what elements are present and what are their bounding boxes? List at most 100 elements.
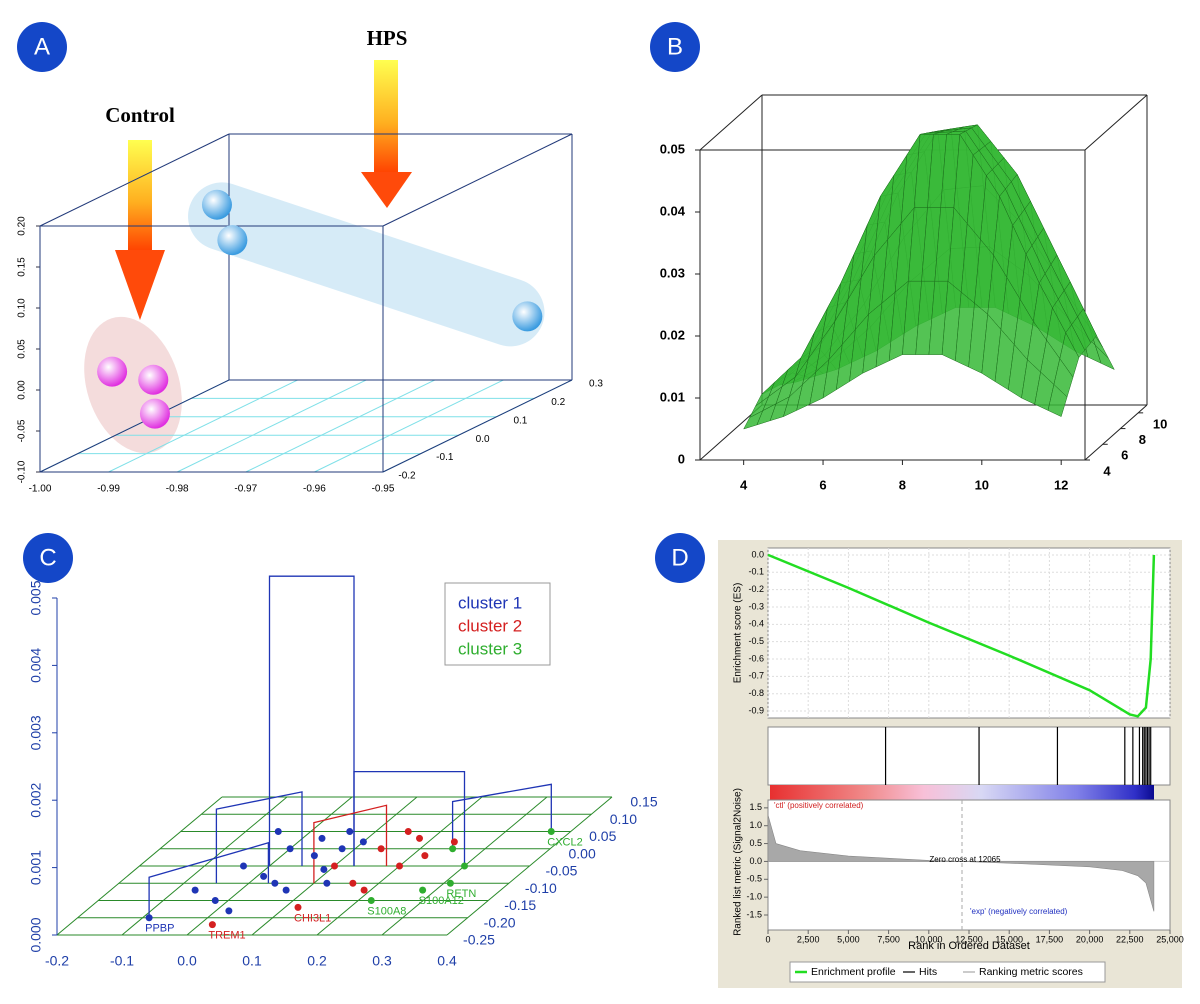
data-point xyxy=(225,907,233,915)
z-tick-label: 0.20 xyxy=(17,216,28,236)
dendrogram-link xyxy=(148,841,270,918)
y-tick-label: 4 xyxy=(1103,463,1111,478)
z-tick-label: 0.003 xyxy=(28,715,44,750)
z-tick-label: 0.03 xyxy=(660,265,685,280)
grid-line xyxy=(176,379,367,473)
data-point xyxy=(396,862,403,870)
data-point xyxy=(512,301,543,332)
y-tick-label: -0.5 xyxy=(748,636,764,646)
legend-box xyxy=(789,961,1106,983)
y-tick-label: -0.3 xyxy=(748,601,764,611)
x-tick-label: -1.00 xyxy=(29,484,52,495)
z-tick-label: 0.02 xyxy=(660,327,685,342)
panel-badge xyxy=(655,533,705,583)
y-tick-label: -0.20 xyxy=(484,914,516,930)
data-point xyxy=(271,879,279,887)
data-point xyxy=(286,845,294,853)
annotation: Control xyxy=(105,103,175,127)
box-edge xyxy=(382,379,573,473)
data-point xyxy=(145,914,153,922)
data-point xyxy=(138,364,169,395)
x-tick-label: -0.96 xyxy=(303,484,326,495)
panel-label: D xyxy=(671,544,688,571)
legend-box xyxy=(444,582,551,666)
dendrogram-link xyxy=(451,783,552,849)
data-point xyxy=(294,903,302,911)
z-tick-label: 0.000 xyxy=(28,917,44,952)
annotation: 'ctl' (positively correlated) xyxy=(774,801,864,810)
legend-label: cluster 3 xyxy=(458,639,522,658)
legend-label: Hits xyxy=(919,966,937,978)
point-label: S100A12 xyxy=(419,895,464,907)
data-point xyxy=(320,865,328,873)
es-line xyxy=(767,553,1156,718)
data-point xyxy=(240,862,247,870)
x-tick-label: -0.97 xyxy=(234,484,257,495)
z-tick-label: 0.004 xyxy=(28,648,44,683)
rank-color-bar xyxy=(770,785,1154,800)
y2-axis-label: Ranked list metric (Signal2Noise) xyxy=(733,788,744,936)
x-tick-label: 2,500 xyxy=(797,934,820,944)
dendrogram-link xyxy=(353,770,466,866)
y-tick-label: 0.0 xyxy=(751,549,764,559)
data-point xyxy=(217,225,248,256)
y-tick-label: 0.00 xyxy=(569,845,596,861)
x-tick-label: 20,000 xyxy=(1076,934,1104,944)
y2-tick-label: 1.5 xyxy=(749,802,762,812)
y-tick-label: 0.1 xyxy=(513,415,527,426)
data-point xyxy=(260,872,268,880)
y2-tick-label: -1.5 xyxy=(746,909,762,919)
box-edge xyxy=(382,133,573,227)
x-tick-label: 0.3 xyxy=(372,953,392,969)
data-point xyxy=(419,886,427,894)
y-tick-label: -0.25 xyxy=(463,932,495,948)
data-point xyxy=(450,838,458,846)
z-tick-label: 0.05 xyxy=(660,141,685,156)
y2-tick-label: -1.0 xyxy=(746,892,762,902)
x-axis-label: Rank in Ordered Dataset xyxy=(908,940,1030,952)
x-tick-label: 7,500 xyxy=(877,934,900,944)
data-point xyxy=(310,852,318,860)
data-point xyxy=(547,828,555,835)
y-tick-label: -0.1 xyxy=(436,452,454,463)
y-tick-label: 8 xyxy=(1139,432,1146,447)
y-tick-label: 0.05 xyxy=(589,828,616,844)
point-label: S100A8 xyxy=(367,905,406,917)
y-tick-label: -0.7 xyxy=(748,671,764,681)
y2-tick-label: 0.5 xyxy=(749,838,762,848)
data-point xyxy=(331,862,338,870)
y-tick-label: 0.2 xyxy=(551,397,565,408)
panel-badge xyxy=(650,22,700,72)
data-point xyxy=(349,879,357,887)
y-tick-label: -0.05 xyxy=(546,863,578,879)
x-tick-label: 25,000 xyxy=(1156,934,1184,944)
x-tick-label: 15,000 xyxy=(995,934,1023,944)
arrow xyxy=(374,60,398,174)
x-tick-label: 17,500 xyxy=(1036,934,1064,944)
data-point xyxy=(461,862,468,870)
x-tick-label: 0 xyxy=(765,934,770,944)
data-point xyxy=(274,828,282,835)
z-tick-label: 0.00 xyxy=(17,380,28,400)
x-tick-label: 10,000 xyxy=(915,934,943,944)
box-edge xyxy=(1084,404,1148,461)
panel-badge xyxy=(23,533,73,583)
y2-tick-label: 1.0 xyxy=(749,820,762,830)
metric-area xyxy=(767,814,1155,912)
y-tick-label: -0.10 xyxy=(525,880,557,896)
dendrogram-link xyxy=(215,791,303,884)
data-point xyxy=(323,879,331,887)
x-tick-label: -0.2 xyxy=(45,953,69,969)
surface-cell xyxy=(1047,384,1068,417)
point-label: CXCL2 xyxy=(547,836,582,848)
y-tick-label: -0.2 xyxy=(398,471,416,482)
annotation: HPS xyxy=(367,26,408,50)
y-tick-label: 6 xyxy=(1121,448,1128,463)
group-halo xyxy=(84,316,182,454)
data-point xyxy=(421,852,429,860)
y-tick-label: -0.6 xyxy=(748,653,764,663)
x-tick-label: 10 xyxy=(975,477,989,492)
point-label: PPBP xyxy=(145,923,174,935)
legend-label: cluster 1 xyxy=(458,593,522,612)
